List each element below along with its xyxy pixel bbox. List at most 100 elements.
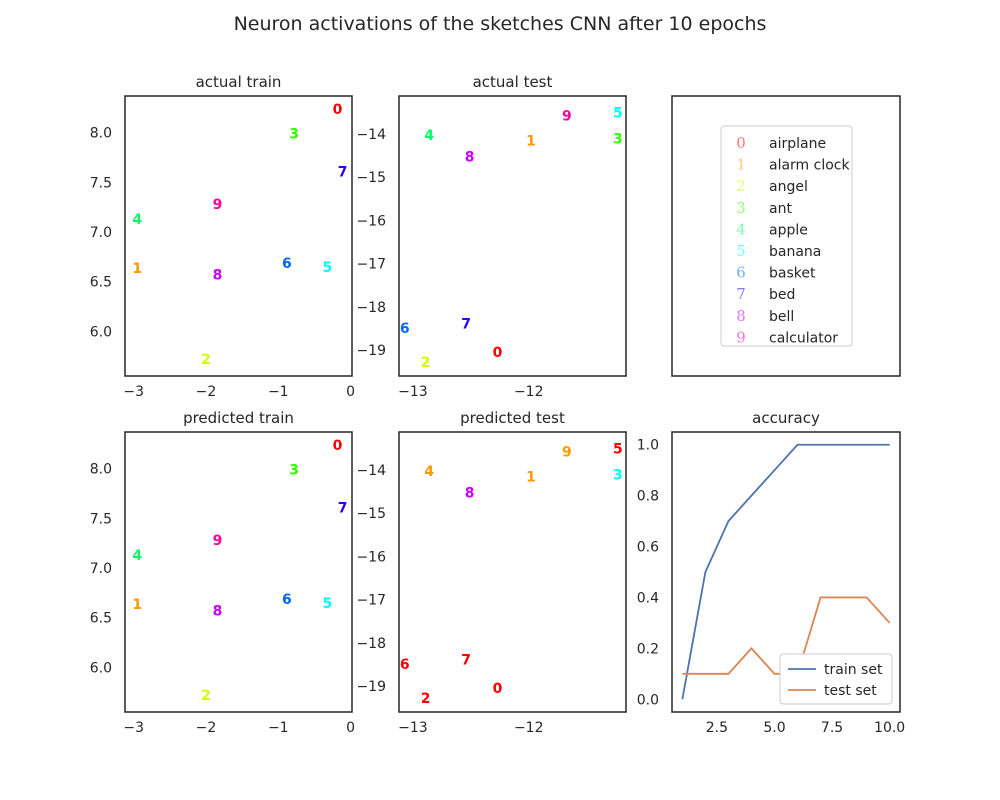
class-legend-digit: 4: [736, 220, 746, 238]
point-digit-label: 4: [132, 548, 142, 564]
plot-frame: [124, 431, 353, 713]
x-tick-label: −2: [196, 720, 217, 736]
panel-predicted-train: predicted train −3 −2 −1 0 6.0 6.5 7.0 7.5 8.0 0 1 2…: [90, 409, 355, 736]
plot-frame: [671, 431, 901, 713]
point-digit-label: 3: [289, 463, 299, 479]
point-digit-label: 5: [323, 260, 333, 276]
plot-frame: [124, 95, 353, 377]
class-legend-name: ant: [769, 201, 792, 217]
y-tick-label: 8.0: [90, 462, 112, 478]
panel-title: actual test: [473, 73, 553, 91]
y-tick-label: −15: [356, 170, 386, 186]
class-legend-name: banana: [769, 244, 821, 260]
point-digit-label: 2: [421, 691, 431, 707]
x-tick-label: −3: [123, 720, 144, 736]
y-tick-label: 7.0: [90, 561, 112, 577]
x-tick-label: −1: [268, 384, 289, 400]
point-digit-label: 1: [132, 261, 142, 277]
y-tick-label: −16: [356, 213, 386, 229]
panel-title: accuracy: [752, 409, 820, 427]
point-digit-label: 3: [289, 127, 299, 143]
point-digit-label: 1: [132, 597, 142, 613]
y-tick-label: −16: [356, 549, 386, 565]
x-tick-label: 5.0: [763, 720, 785, 736]
class-legend-name: alarm clock: [769, 158, 850, 174]
y-tick-label: 0.6: [637, 540, 659, 556]
x-tick-label: −12: [514, 384, 544, 400]
class-legend-box: [720, 125, 853, 347]
point-digit-label: 1: [526, 470, 536, 486]
panel-actual-train: actual train −3 −2 −1 0 6.0 6.5 7.0 7.5 8.0 0 1 2 3 4 5…: [90, 73, 355, 400]
point-digit-label: 9: [562, 108, 572, 124]
legend-entry: test set: [824, 683, 877, 699]
y-tick-label: −19: [356, 679, 386, 695]
class-legend-digit: 7: [736, 285, 746, 303]
class-legend-digit: 6: [736, 264, 746, 282]
class-legend-digit: 3: [736, 199, 746, 217]
y-tick-label: 1.0: [637, 438, 659, 454]
x-tick-label: 7.5: [821, 720, 843, 736]
y-tick-label: 0.8: [637, 489, 659, 505]
point-digit-label: 2: [201, 352, 211, 368]
point-digit-label: 2: [421, 355, 431, 371]
point-digit-label: 4: [424, 128, 434, 144]
x-tick-label: 0: [346, 384, 355, 400]
x-tick-label: −1: [268, 720, 289, 736]
x-tick-label: 10.0: [874, 720, 905, 736]
point-digit-label: 5: [613, 441, 623, 457]
class-legend-digit: 1: [736, 156, 746, 174]
point-digit-label: 8: [465, 149, 475, 165]
y-tick-label: 0.0: [637, 692, 659, 708]
class-legend-name: bell: [769, 309, 794, 325]
point-digit-label: 8: [213, 268, 223, 284]
point-digit-label: 6: [400, 321, 410, 337]
panel-class-legend: 0 airplane 1 alarm clock 2 angel 3 ant 4 apple 5 ba…: [671, 95, 901, 377]
y-tick-label: −14: [356, 127, 386, 143]
class-legend-name: angel: [769, 179, 808, 195]
x-tick-label: −13: [398, 720, 428, 736]
accuracy-legend: train set test set: [779, 653, 893, 705]
class-legend-digit: 0: [736, 134, 746, 152]
plot-frame: [398, 95, 627, 377]
point-digit-label: 2: [201, 688, 211, 704]
figure-title: Neuron activations of the sketches CNN a…: [234, 13, 767, 35]
point-digit-label: 1: [526, 134, 536, 150]
y-tick-label: 7.5: [90, 175, 112, 191]
legend-entry: train set: [824, 662, 883, 678]
class-legend-name: apple: [769, 222, 808, 238]
class-legend-digit: 5: [736, 242, 746, 260]
y-tick-label: 7.0: [90, 225, 112, 241]
panel-title: predicted test: [460, 409, 565, 427]
y-tick-label: 7.5: [90, 511, 112, 527]
y-tick-label: −18: [356, 300, 386, 316]
x-tick-label: −12: [514, 720, 544, 736]
y-tick-label: 0.2: [637, 641, 659, 657]
point-digit-label: 5: [323, 596, 333, 612]
class-legend-name: airplane: [769, 136, 826, 152]
panel-title: predicted train: [183, 409, 294, 427]
panel-title: actual train: [196, 73, 282, 91]
y-tick-label: 6.5: [90, 275, 112, 291]
x-tick-label: −2: [196, 384, 217, 400]
point-digit-label: 7: [338, 164, 348, 180]
point-digit-label: 8: [213, 604, 223, 620]
class-legend-name: bed: [769, 287, 795, 303]
y-tick-label: 6.0: [90, 660, 112, 676]
point-digit-label: 6: [400, 657, 410, 673]
y-tick-label: 6.0: [90, 324, 112, 340]
class-legend-name: basket: [769, 266, 816, 282]
class-legend-name: calculator: [769, 330, 838, 346]
point-digit-label: 0: [333, 438, 343, 454]
class-legend-digit: 8: [736, 307, 746, 325]
point-digit-label: 4: [132, 212, 142, 228]
point-digit-label: 6: [282, 592, 292, 608]
legend-box: [779, 653, 893, 705]
panel-actual-test: actual test −13 −12 −19 −18 −17 −16 −15 −14 0 1 2 3 4…: [356, 73, 627, 400]
x-tick-label: −3: [123, 384, 144, 400]
point-digit-label: 0: [493, 681, 503, 697]
point-digit-label: 9: [213, 197, 223, 213]
point-digit-label: 0: [333, 102, 343, 118]
y-tick-label: −14: [356, 463, 386, 479]
